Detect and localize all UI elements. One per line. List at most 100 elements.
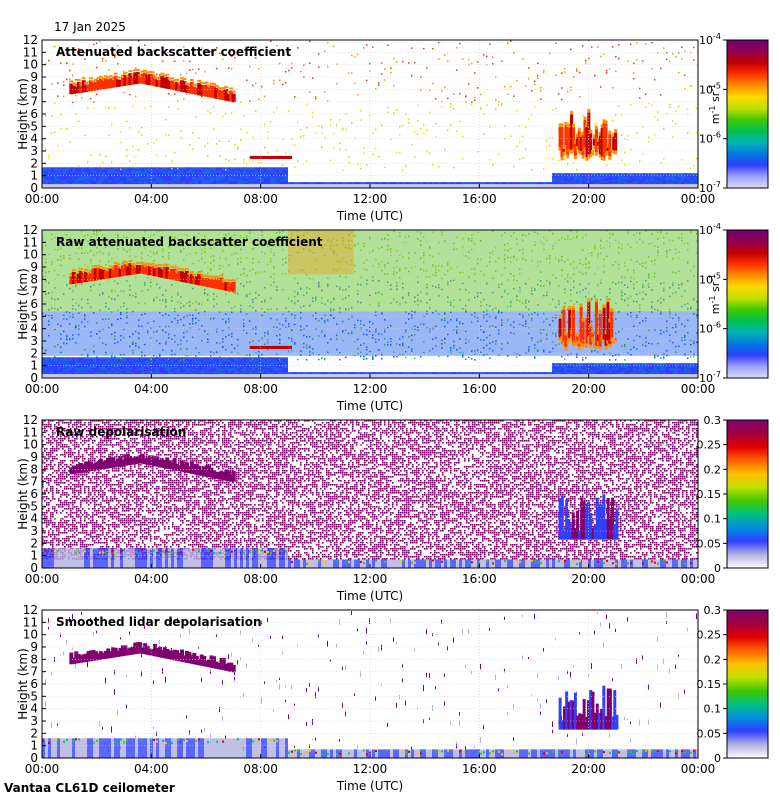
boundary-layer-pixel bbox=[273, 376, 276, 378]
boundary-layer-pixel bbox=[126, 366, 129, 369]
boundary-layer-pixel bbox=[648, 182, 651, 185]
noise-pixel bbox=[96, 333, 98, 335]
boundary-layer-pixel bbox=[252, 182, 255, 185]
noise-pixel bbox=[123, 91, 125, 94]
noise-pixel bbox=[270, 158, 272, 160]
boundary-layer-pixel bbox=[219, 375, 222, 378]
noise-pixel bbox=[138, 131, 140, 133]
boundary-layer-pixel bbox=[267, 171, 270, 174]
boundary-layer-pixel bbox=[276, 174, 279, 177]
boundary-layer-pixel bbox=[336, 185, 339, 188]
noise-pixel bbox=[360, 109, 362, 112]
boundary-layer-pixel bbox=[264, 167, 267, 170]
boundary-layer-pixel bbox=[117, 358, 120, 361]
cloud-upper bbox=[204, 84, 209, 97]
boundary-layer-pixel bbox=[387, 185, 390, 188]
boundary-layer-pixel bbox=[483, 185, 486, 188]
noise-pixel bbox=[696, 131, 698, 134]
boundary-layer-pixel bbox=[228, 186, 231, 188]
boundary-layer-pixel bbox=[276, 186, 279, 188]
noise-pixel bbox=[141, 356, 143, 358]
cloud-upper bbox=[214, 87, 219, 99]
boundary-layer-pixel bbox=[153, 179, 156, 182]
boundary-layer-pixel bbox=[360, 185, 363, 188]
boundary-layer-pixel bbox=[54, 369, 57, 372]
cloud-upper bbox=[167, 80, 172, 90]
boundary-layer-pixel bbox=[99, 173, 102, 176]
cloud-upper bbox=[155, 79, 160, 87]
boundary-layer-pixel bbox=[54, 361, 57, 364]
boundary-layer-pixel bbox=[660, 179, 663, 182]
noise-pixel bbox=[276, 319, 278, 321]
boundary-layer-pixel bbox=[198, 370, 201, 373]
boundary-layer-pixel bbox=[126, 182, 129, 185]
noise-pixel bbox=[72, 313, 74, 316]
boundary-layer-pixel bbox=[231, 186, 234, 188]
boundary-layer-pixel bbox=[453, 186, 456, 188]
boundary-layer-pixel bbox=[78, 186, 81, 188]
cloud-low bbox=[271, 155, 276, 159]
boundary-layer-pixel bbox=[561, 173, 564, 176]
boundary-layer-pixel bbox=[276, 179, 279, 182]
noise-pixel bbox=[462, 58, 464, 60]
boundary-layer-pixel bbox=[84, 375, 87, 378]
boundary-layer-pixel bbox=[72, 183, 75, 186]
boundary-layer-pixel bbox=[480, 186, 483, 188]
noise-pixel bbox=[621, 159, 623, 162]
boundary-layer-pixel bbox=[102, 372, 105, 375]
boundary-layer-pixel bbox=[252, 171, 255, 174]
noise-pixel bbox=[219, 52, 221, 55]
noise-pixel bbox=[354, 82, 356, 85]
boundary-layer-pixel bbox=[393, 185, 396, 188]
boundary-layer-pixel bbox=[252, 183, 255, 186]
boundary-layer-pixel bbox=[597, 183, 600, 186]
boundary-layer-pixel bbox=[621, 185, 624, 188]
boundary-layer-pixel bbox=[600, 179, 603, 182]
boundary-layer-pixel bbox=[645, 176, 648, 179]
boundary-layer-pixel bbox=[105, 173, 108, 176]
cloud-upper-edge bbox=[175, 78, 180, 81]
boundary-layer-pixel bbox=[207, 360, 210, 363]
boundary-layer-pixel bbox=[111, 179, 114, 182]
noise-pixel bbox=[684, 74, 686, 76]
boundary-layer-pixel bbox=[147, 361, 150, 364]
boundary-layer-pixel bbox=[627, 180, 630, 183]
boundary-layer-pixel bbox=[231, 363, 234, 366]
noise-pixel bbox=[63, 81, 65, 83]
boundary-layer-pixel bbox=[252, 363, 255, 366]
boundary-layer-pixel bbox=[105, 367, 108, 370]
cloud-upper-edge bbox=[118, 76, 123, 79]
noise-pixel bbox=[369, 63, 371, 65]
x-tick-label: 12:00 bbox=[353, 192, 388, 206]
noise-pixel bbox=[231, 343, 233, 346]
boundary-layer-pixel bbox=[573, 185, 576, 188]
boundary-layer-pixel bbox=[45, 174, 48, 177]
noise-pixel bbox=[174, 151, 176, 154]
noise-pixel bbox=[573, 162, 575, 164]
boundary-layer-pixel bbox=[504, 186, 507, 188]
boundary-layer-pixel bbox=[249, 177, 252, 180]
noise-pixel bbox=[429, 152, 431, 154]
noise-pixel bbox=[390, 67, 392, 70]
boundary-layer-pixel bbox=[240, 179, 243, 182]
boundary-layer-pixel bbox=[300, 185, 303, 188]
boundary-layer-pixel bbox=[690, 177, 693, 180]
boundary-layer-pixel bbox=[234, 367, 237, 370]
boundary-layer-pixel bbox=[264, 366, 267, 369]
boundary-layer-pixel bbox=[258, 376, 261, 378]
boundary-layer-pixel bbox=[78, 183, 81, 186]
noise-pixel bbox=[114, 335, 116, 337]
boundary-layer-pixel bbox=[258, 180, 261, 183]
boundary-layer-pixel bbox=[135, 183, 138, 186]
boundary-layer-pixel bbox=[108, 361, 111, 364]
cloud-upper bbox=[162, 77, 167, 89]
noise-pixel bbox=[516, 110, 518, 112]
boundary-layer-pixel bbox=[114, 361, 117, 364]
boundary-layer-pixel bbox=[216, 367, 219, 370]
boundary-layer-pixel bbox=[186, 177, 189, 180]
noise-pixel bbox=[690, 167, 692, 169]
boundary-layer-pixel bbox=[45, 358, 48, 361]
boundary-layer-pixel bbox=[45, 366, 48, 369]
boundary-layer-pixel bbox=[258, 357, 261, 360]
boundary-layer-pixel bbox=[270, 185, 273, 188]
